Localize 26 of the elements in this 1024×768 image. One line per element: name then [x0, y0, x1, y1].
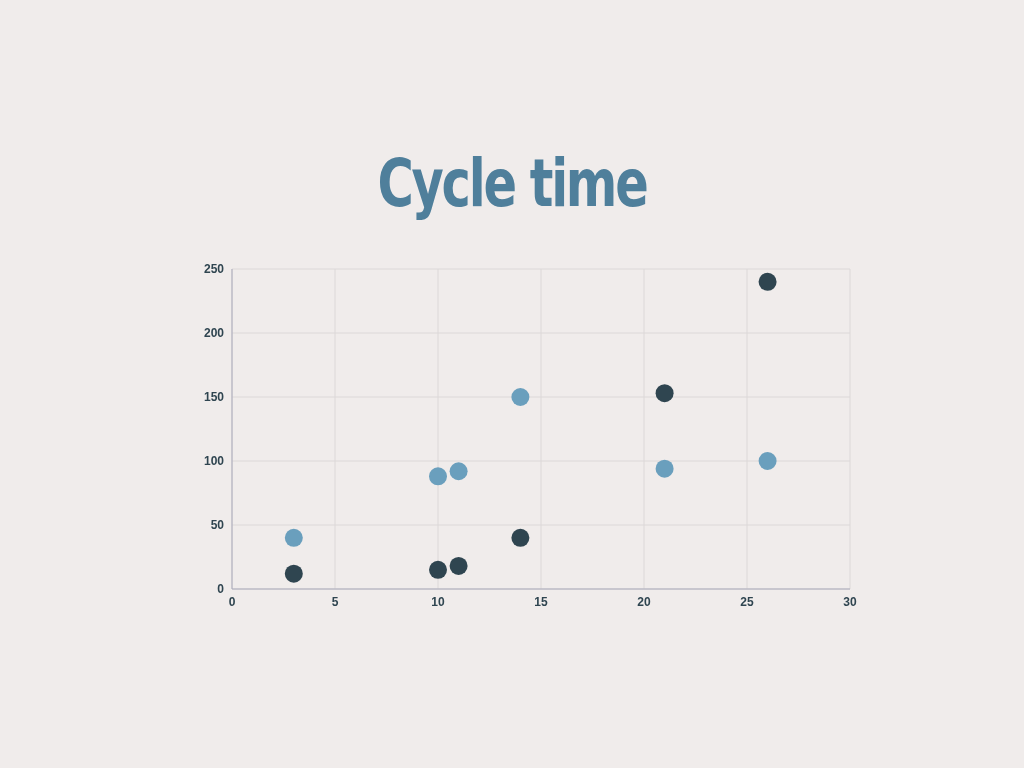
point — [449, 462, 468, 481]
x-tick-label: 15 — [534, 594, 548, 609]
point — [449, 556, 468, 575]
point — [655, 459, 674, 478]
point — [758, 452, 777, 470]
x-tick-label: 5 — [331, 594, 339, 609]
point — [511, 388, 530, 406]
x-tick-label: 10 — [431, 594, 445, 609]
x-tick-label: 30 — [843, 594, 857, 609]
point — [284, 528, 303, 547]
y-tick-label: 200 — [203, 326, 225, 341]
x-tick-label: 20 — [637, 594, 651, 609]
y-tick-label: 250 — [203, 262, 225, 277]
point — [429, 467, 447, 486]
x-tick-label: 25 — [740, 594, 754, 609]
chart-title: Cycle time — [376, 145, 648, 222]
point — [758, 272, 777, 291]
y-tick-label: 100 — [203, 454, 225, 469]
point — [511, 528, 530, 547]
x-tick-label: 0 — [228, 594, 236, 609]
point — [655, 384, 674, 403]
y-tick-label: 150 — [203, 390, 225, 405]
point — [284, 564, 303, 583]
point — [429, 560, 447, 579]
y-tick-label: 50 — [210, 518, 225, 533]
y-tick-label: 0 — [217, 582, 225, 597]
